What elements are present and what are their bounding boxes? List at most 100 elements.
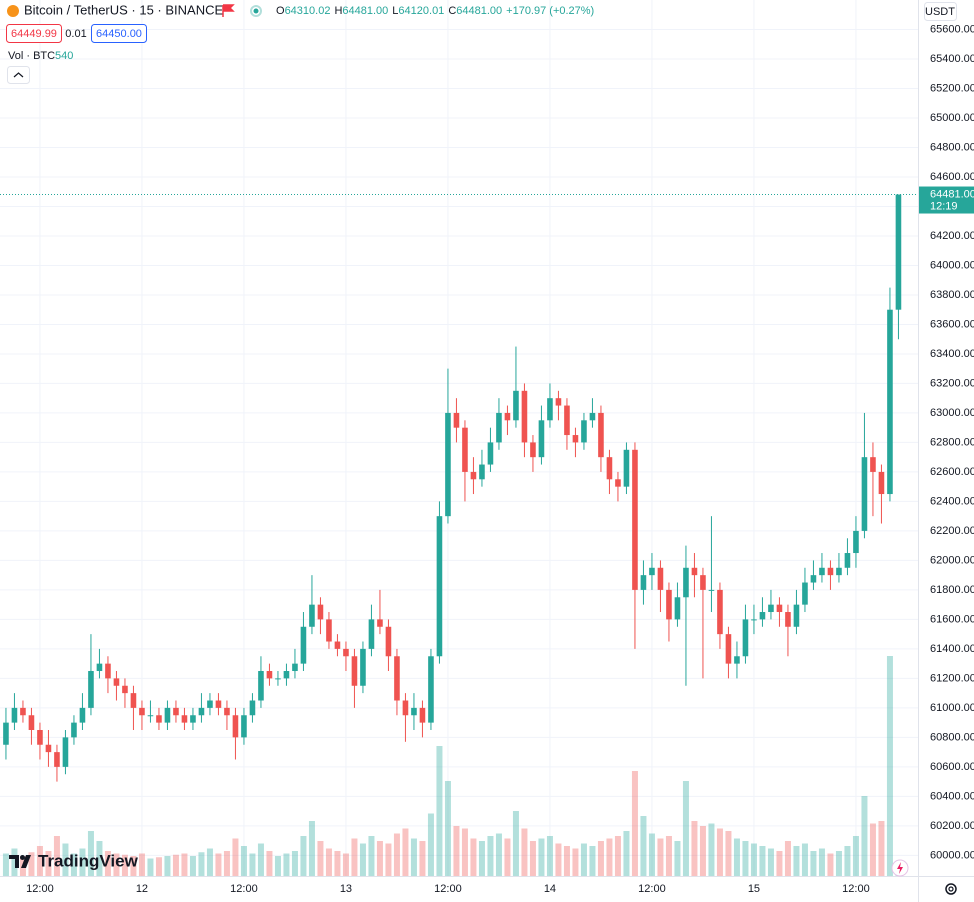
candle-body [547,398,553,421]
currency[interactable]: USDT [925,6,955,18]
candle-body [632,449,638,590]
ohlc-value: 64310.02 [285,5,331,17]
volume-bar [232,838,239,876]
volume-bar [368,836,375,876]
candle-body [402,700,409,716]
volume-bar [274,856,281,876]
candle-body [88,671,94,708]
candle-body [190,715,196,723]
brand-name: TradingView [38,851,139,870]
candle-body [292,663,298,672]
candle-body [317,604,324,620]
candle-body [300,626,307,664]
coin-logo [7,5,19,17]
volume-bar [461,828,468,876]
candle-body [555,398,562,406]
buy-button[interactable] [91,24,147,43]
y-tick-label: 62800.00 [930,436,974,448]
volume-bar [325,848,332,876]
ohlc-key: O [276,5,285,17]
candle-body [71,722,77,738]
y-tick-label: 63600.00 [930,318,974,330]
volume-bar [427,813,434,876]
volume-bar [572,848,579,876]
candle-body [394,656,400,701]
time-axis-bg [0,876,974,902]
candle-body [20,707,26,716]
volume-bar [419,841,426,876]
y-tick-label: 61800.00 [930,584,974,596]
candle-body [113,678,120,686]
volume-bar [300,836,307,876]
volume-bar [674,841,681,876]
candle-body [351,656,358,686]
y-tick-label: 65200.00 [930,82,974,94]
volume-bar [750,843,757,876]
collapse-button[interactable] [7,66,30,84]
volume-bar [614,836,621,876]
volume-bar [45,851,52,876]
x-tick-label: 12:00 [434,883,462,895]
candle-body [334,641,341,649]
volume-bar [470,838,477,876]
y-tick-label: 61400.00 [930,643,974,655]
volume-title: Vol · BTC [8,50,55,62]
volume-bar [240,846,247,876]
candle-body [249,700,256,716]
y-tick-label: 65600.00 [930,23,974,35]
volume-bar [852,836,859,876]
volume-bar [257,843,264,876]
candle-body [181,715,188,723]
volume-bar [70,853,77,876]
y-tick-label: 60800.00 [930,731,974,743]
volume-bar [164,856,171,876]
volume-bar [121,854,128,876]
candle-body [606,457,613,480]
y-tick-label: 65000.00 [930,112,974,124]
candle-body [96,663,103,672]
change: +170.97 (+0.27%) [506,5,594,17]
volume-bar [376,841,383,876]
candle-body [717,589,723,635]
volume-bar [113,853,120,876]
volume-bar [266,851,273,876]
volume-bar [716,828,723,876]
candle-body [827,567,834,576]
volume-bar [767,848,774,876]
volume-bar [869,823,876,876]
candle-body [462,427,468,472]
currency-button[interactable] [924,2,957,21]
volume-bar [657,838,664,876]
candle-body [708,589,715,591]
sell-button[interactable] [6,24,62,43]
candle-body [368,619,375,649]
volume-bar [444,781,451,876]
volume-bar [181,853,188,876]
volume-bar [580,843,587,876]
candle-body [870,457,876,472]
bid-price[interactable]: 64449.99 [11,28,57,40]
y-tick-label: 64600.00 [930,171,974,183]
grid [0,0,918,876]
candle-body [581,420,587,443]
settings-icon[interactable] [945,883,957,895]
candle-body [411,707,417,716]
candle-body [683,567,689,598]
volume-layer [2,656,902,876]
volume-bar [215,853,222,876]
candle-body [836,567,842,576]
volume-bar [640,816,647,876]
volume-bar [546,836,553,876]
candle-body [479,464,485,480]
ask-price[interactable]: 64450.00 [96,28,142,40]
volume-bar [410,838,417,876]
volume-bar [810,851,817,876]
volume-bar [801,843,808,876]
flag-icon[interactable] [222,4,235,17]
volume-bar [691,821,698,876]
volume-bar [359,843,366,876]
brand-logo [9,855,31,868]
candle-body [147,715,154,717]
volume-bar [147,858,154,876]
